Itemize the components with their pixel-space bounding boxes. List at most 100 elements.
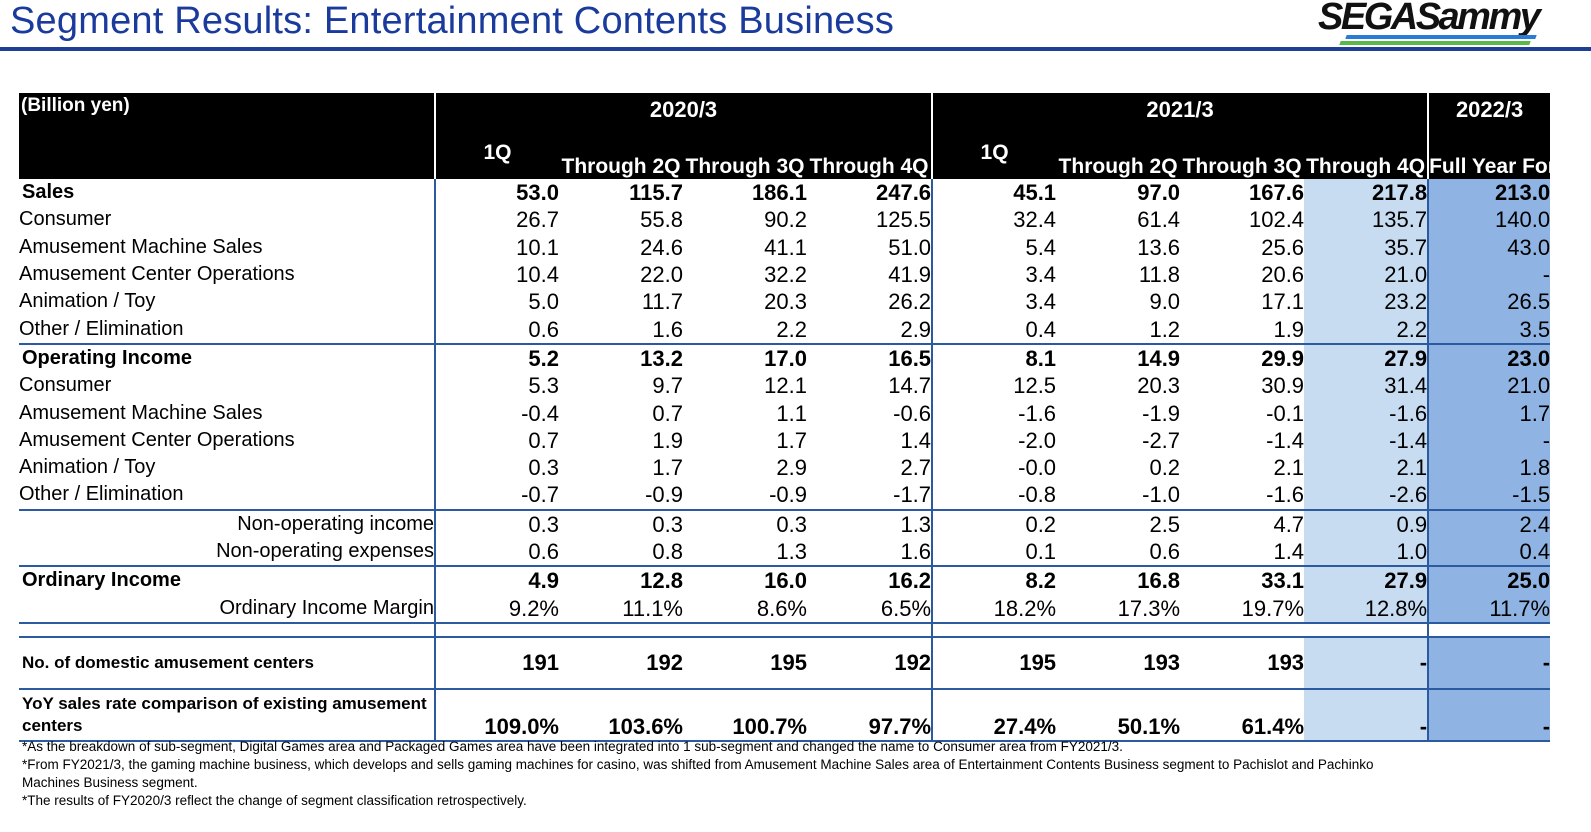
row-label: Consumer <box>19 206 436 234</box>
table-cell: 11.8 <box>1138 262 1181 288</box>
table-cell: 6.5% <box>807 594 934 624</box>
table-cell: 195 <box>683 635 807 689</box>
table-cell: 140.0 <box>1428 206 1551 234</box>
spacer-row <box>19 622 1550 637</box>
table-cell: 43.0 <box>1428 233 1551 261</box>
table-cell: 1.7 <box>1428 399 1551 427</box>
table-cell: - <box>1428 426 1551 454</box>
table-cell: 192 <box>807 635 934 689</box>
table-cell: 191 <box>435 635 559 689</box>
period-header: 1Q <box>932 127 1057 179</box>
table-cell: 45.1 <box>1013 180 1057 206</box>
table-cell: 9.2% <box>435 594 559 624</box>
table-body: Sales 53.0 115.7 186.1 247.6 45.1 97.0 167.6 217… <box>19 179 1551 742</box>
table-cell: 12.5 <box>1013 373 1057 399</box>
table-cell: -1.6 <box>1266 482 1305 508</box>
table-cell: 1.6 <box>807 537 934 567</box>
table-cell: 97.7% <box>807 687 934 742</box>
table-cell: 20.6 <box>1261 262 1305 288</box>
table-cell: - <box>1304 635 1430 689</box>
table-cell: 11.7 <box>641 289 683 315</box>
table-cell: 35.7 <box>1304 233 1430 261</box>
row-label: Non-operating expenses <box>19 537 436 567</box>
table-cell: 22.0 <box>640 262 683 288</box>
row-label: Ordinary Income Margin <box>19 594 436 624</box>
table-cell: 1.8 <box>1428 453 1551 482</box>
table-cell: 3.4 <box>1025 262 1057 288</box>
table-cell: 17.3% <box>1056 594 1181 624</box>
table-cell: 1.9 <box>1273 316 1305 342</box>
table-cell: 213.0 <box>1428 179 1551 207</box>
table-cell: 12.8% <box>1304 594 1430 624</box>
table-cell: 21.0 <box>1304 260 1430 289</box>
table-cell: 14.9 <box>1056 342 1181 373</box>
table-cell: 1.2 <box>1149 316 1181 342</box>
table-cell: 125.5 <box>807 206 934 234</box>
table-cell: 11.7% <box>1428 594 1551 624</box>
table-cell: 27.9 <box>1304 342 1430 373</box>
table-cell: 16.2 <box>807 565 934 595</box>
table-cell: 2.1 <box>1304 453 1430 482</box>
table-cell: 135.7 <box>1304 206 1430 234</box>
table-cell: 1.7 <box>652 455 683 481</box>
table-cell: 25.0 <box>1428 565 1551 595</box>
period-header: Through 3Q <box>1180 127 1305 179</box>
table-cell: 14.7 <box>807 372 934 400</box>
row-label: Consumer <box>19 372 436 400</box>
table-cell: 195 <box>932 635 1057 689</box>
table-cell: -2.7 <box>1142 427 1181 453</box>
table-row: Other / Elimination 0.6 1.6 2.2 2.9 0.4 1.2 1.9… <box>19 315 1551 344</box>
table-cell: 1.4 <box>807 426 934 454</box>
table-cell: 61.4 <box>1137 207 1181 233</box>
table-cell: -1.4 <box>1304 426 1430 454</box>
table-cell: 4.7 <box>1180 508 1305 538</box>
table-cell: 9.0 <box>1149 289 1181 315</box>
table-cell: 193 <box>1180 635 1305 689</box>
table-cell: 2.9 <box>776 455 807 481</box>
table-cell: 51.0 <box>807 233 934 261</box>
table-cell: 3.5 <box>1428 315 1551 344</box>
table-cell: 19.7% <box>1180 594 1305 624</box>
table-row: Ordinary Income Margin 9.2% 11.1% 8.6% 6.5% 1… <box>19 594 1551 624</box>
table-cell: 2.7 <box>807 453 934 482</box>
table-cell: 1.3 <box>776 539 807 564</box>
table-cell: 1.9 <box>652 427 683 453</box>
table-cell: - <box>1428 635 1551 689</box>
table-cell: 18.2% <box>932 594 1057 624</box>
header-period-row: 1Q Through 2Q Through 3Q Through 4Q 1Q T… <box>19 127 1551 179</box>
table-row: Other / Elimination -0.7 -0.9 -0.9 -1.7 -0.8-… <box>19 481 1551 510</box>
table-cell: -0.0 <box>1018 455 1057 481</box>
table-row: YoY sales rate comparison of existing am… <box>19 687 1551 742</box>
table-row: Consumer 5.3 9.7 12.1 14.7 12.5 20.3 30.9 31.4 21… <box>19 372 1551 400</box>
table-row: Amusement Machine Sales -0.4 0.7 1.1 -0.6 -1.… <box>19 399 1551 427</box>
table-cell: 23.0 <box>1428 342 1551 373</box>
table-cell: 103.6% <box>559 687 683 742</box>
row-label: Ordinary Income <box>19 565 436 595</box>
footnote: *From FY2021/3, the gaming machine busin… <box>22 757 1374 772</box>
table-cell: 41.1 <box>764 234 807 260</box>
table-cell: 55.8 <box>640 207 683 233</box>
row-label: Amusement Center Operations <box>19 260 436 289</box>
table-cell: 8.6% <box>683 594 807 624</box>
table-cell: 33.1 <box>1180 565 1305 595</box>
table-cell: 41.9 <box>807 260 934 289</box>
table-cell: 0.6 <box>1149 539 1181 564</box>
table-cell: 8.2 <box>932 565 1057 595</box>
table-row: Animation / Toy 0.3 1.7 2.9 2.7 -0.0 0.2 2.1 2.1… <box>19 453 1551 482</box>
table-cell: - <box>1428 260 1551 289</box>
table-cell: 24.6 <box>640 234 683 260</box>
period-header: Through 3Q <box>683 127 807 179</box>
table-row: Animation / Toy 5.0 11.7 20.3 26.2 3.4 9.0 17.1… <box>19 288 1551 316</box>
table-cell: 0.2 <box>932 508 1057 538</box>
table-cell: 1.1 <box>776 400 807 426</box>
table-cell: -2.0 <box>1018 427 1057 453</box>
table-cell: 4.9 <box>435 565 559 595</box>
header-year-row: (Billion yen) 2020/3 2021/3 2022/3 <box>19 93 1551 179</box>
table-cell: 186.1 <box>751 180 807 206</box>
table-cell: 23.2 <box>1304 288 1430 316</box>
row-label: Sales <box>19 179 436 207</box>
year-header-2022: 2022/3 <box>1428 93 1551 127</box>
unit-label: (Billion yen) <box>19 93 436 179</box>
footnote: *The results of FY2020/3 reflect the cha… <box>22 793 527 808</box>
footnote: Machines Business segment. <box>22 775 198 790</box>
